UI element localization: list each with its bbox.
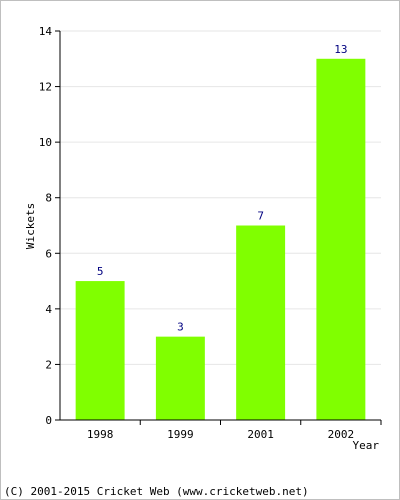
x-tick-label: 2001 xyxy=(247,428,274,441)
y-tick-label: 14 xyxy=(39,25,53,38)
y-tick-label: 0 xyxy=(45,414,52,427)
x-tick-label: 2002 xyxy=(328,428,355,441)
data-labels: 5 3 7 13 xyxy=(97,43,348,334)
y-tick-label: 10 xyxy=(39,136,52,149)
y-tick-label: 2 xyxy=(45,358,52,371)
x-tick-labels: 1998 1999 2001 2002 xyxy=(87,420,382,441)
bars xyxy=(75,58,366,421)
data-label: 5 xyxy=(97,265,104,278)
x-tick-label: 1998 xyxy=(87,428,114,441)
bar-1999 xyxy=(155,336,205,420)
y-tick-labels: 0 2 4 6 8 10 12 14 xyxy=(39,25,60,427)
footer-credit: (C) 2001-2015 Cricket Web (www.cricketwe… xyxy=(4,485,309,498)
x-tick-label: 1999 xyxy=(167,428,194,441)
bar-2002 xyxy=(316,58,366,421)
bar-1998 xyxy=(75,281,125,420)
data-label: 7 xyxy=(257,210,264,223)
bar-2001 xyxy=(236,225,286,420)
x-axis-label: Year xyxy=(353,439,380,452)
y-tick-label: 4 xyxy=(45,303,52,316)
y-tick-label: 8 xyxy=(45,192,52,205)
y-tick-label: 6 xyxy=(45,247,52,260)
data-label: 3 xyxy=(177,321,184,334)
data-label: 13 xyxy=(334,43,347,56)
y-tick-label: 12 xyxy=(39,81,52,94)
y-axis-label: Wickets xyxy=(24,203,37,249)
